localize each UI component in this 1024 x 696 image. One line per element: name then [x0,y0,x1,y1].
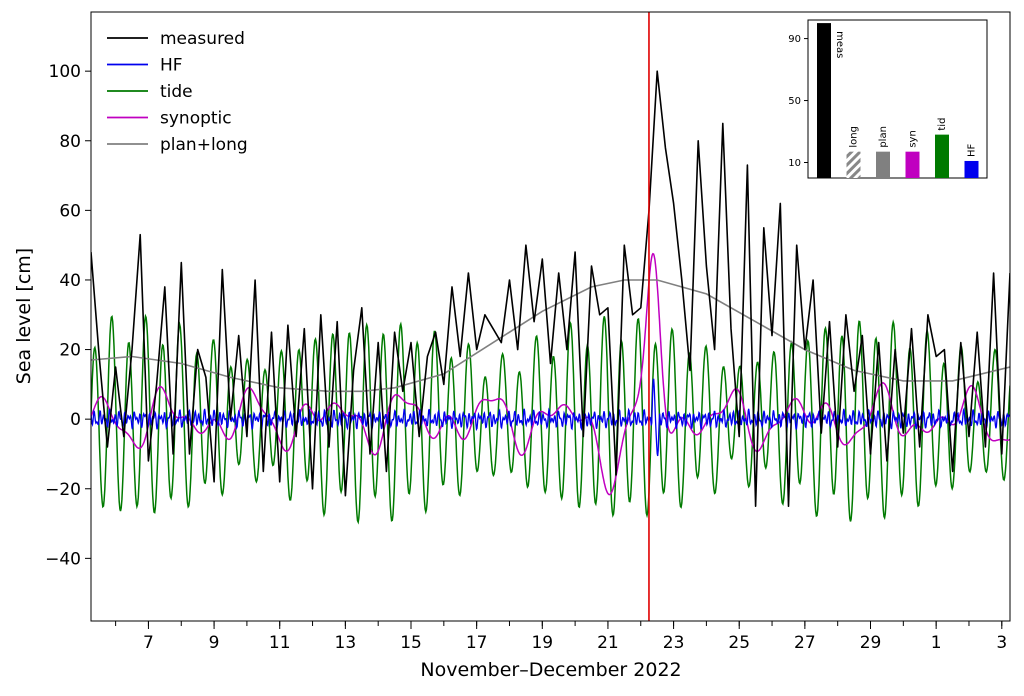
y-tick-label: −40 [45,549,81,569]
inset-bar-syn [905,151,920,178]
x-tick-label: 3 [996,633,1007,653]
x-tick-label: 25 [728,633,750,653]
x-tick-label: 1 [931,633,942,653]
inset-bar-label: tid [937,118,948,131]
inset-bar-label: syn [908,130,919,147]
inset-bar-long [846,151,861,178]
inset-bar-tid [935,134,949,178]
legend-label-synoptic: synoptic [160,109,232,129]
x-axis-label: November–December 2022 [420,659,681,681]
legend-label-plan-long: plan+long [160,135,248,155]
y-axis-label: Sea level [cm] [13,248,35,384]
plot-frame [90,11,1011,622]
inset-y-tick-label: 90 [788,34,801,45]
x-tick-label: 21 [597,633,619,653]
inset-y-tick-label: 10 [788,158,801,169]
x-tick-label: 17 [466,633,488,653]
legend-label-tide: tide [160,82,193,102]
y-axis: −40 −20 0 20 40 60 80 100 [45,62,91,569]
inset-bar-label: meas [834,31,845,58]
series-line-plan-long [91,279,1010,393]
x-tick-label: 9 [209,633,220,653]
inset-bar-label: long [849,126,860,148]
y-tick-label: 0 [70,410,81,430]
inset-y-tick-label: 50 [788,96,801,107]
series-line-hf [91,378,1010,457]
inset-bar-label: plan [878,126,889,148]
y-tick-label: 100 [49,62,81,82]
inset-frame [807,19,988,179]
y-tick-label: 80 [59,132,81,152]
inset-bar-plan [876,151,890,178]
x-axis: 7 9 11 13 15 17 19 21 23 25 27 29 1 3 [115,621,1007,653]
legend-label-measured: measured [160,29,245,49]
y-tick-label: 20 [59,341,81,361]
series-layer [91,70,1010,525]
legend-label-hf: HF [160,56,183,76]
inset-bar-meas [817,23,831,179]
y-tick-label: 60 [59,201,81,221]
x-tick-label: 19 [531,633,553,653]
legend: measured HF tide synoptic plan+long [107,29,248,155]
x-tick-label: 13 [335,633,357,653]
inset-bar-label: HF [967,143,978,157]
x-tick-label: 11 [269,633,291,653]
inset-bar-chart: 10 50 90 meas long plan syn tid HF [788,19,988,179]
series-line-measured [91,70,1010,507]
x-tick-label: 29 [860,633,882,653]
y-tick-label: −20 [45,480,81,500]
series-line-tide [91,313,1010,525]
x-tick-label: 23 [663,633,685,653]
x-tick-label: 27 [794,633,816,653]
x-tick-label: 15 [400,633,422,653]
inset-bar-HF [964,160,979,178]
y-tick-label: 40 [59,271,81,291]
x-tick-label: 7 [143,633,154,653]
